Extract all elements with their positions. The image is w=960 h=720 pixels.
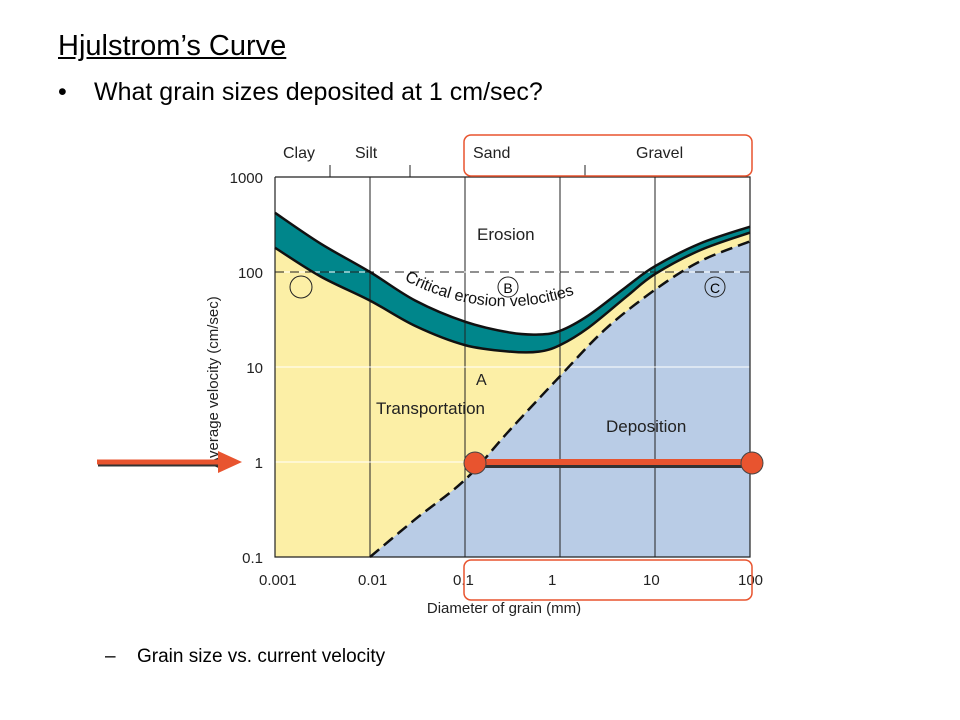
deposition-label: Deposition: [606, 417, 686, 436]
y-tick-label: 10: [246, 360, 263, 377]
grain-class-label: Gravel: [636, 145, 683, 162]
erosion-lower-curve: [274, 231, 751, 354]
x-tick-label: 10: [643, 572, 660, 589]
region-c-label: C: [710, 280, 720, 296]
range-start-dot: [463, 451, 487, 475]
critical-erosion-text: Critical erosion velocities: [402, 268, 575, 310]
deposition-curve: [369, 240, 751, 558]
region-a-label: A: [476, 372, 487, 389]
x-tick-label: 1: [548, 572, 556, 589]
region-a-circle: [289, 275, 313, 299]
bullet-question: • What grain sizes deposited at 1 cm/sec?: [58, 78, 543, 107]
x-axis-label: Diameter of grain (mm): [427, 600, 581, 617]
erosion-upper-curve: [274, 211, 751, 336]
plot-frame: [274, 176, 751, 558]
slide-title: Hjulstrom’s Curve: [58, 30, 287, 62]
sub-bullet: – Grain size vs. current velocity: [105, 646, 385, 668]
grain-class-label: Sand: [473, 145, 510, 162]
transportation-label: Transportation: [376, 399, 485, 418]
bullet-text: What grain sizes deposited at 1 cm/sec?: [94, 78, 543, 106]
region-b-label: B: [503, 280, 512, 296]
y-tick-label: 1: [255, 455, 263, 472]
x-tick-label: 0.001: [259, 572, 297, 589]
y-tick-label: 100: [238, 265, 263, 282]
sand-gravel-highlight-box: [463, 134, 753, 177]
region-b-circle: [497, 276, 519, 298]
y-tick-label: 0.1: [242, 550, 263, 567]
sub-bullet-marker: –: [105, 646, 116, 667]
bullet-marker: •: [58, 78, 67, 106]
erosion-label: Erosion: [477, 225, 535, 244]
range-end-dot: [740, 451, 764, 475]
x-tick-label: 100: [738, 572, 763, 589]
y-tick-label: 1000: [230, 170, 263, 187]
grain-class-label: Silt: [355, 145, 378, 162]
x-tick-label: 0.01: [358, 572, 387, 589]
critical-erosion-label: Critical erosion velocities: [402, 268, 575, 310]
grain-range-highlight-box: [463, 559, 753, 601]
region-c-circle: [704, 276, 726, 298]
arrow-right-icon: [218, 451, 242, 473]
y-axis-label: Average velocity (cm/sec): [205, 296, 222, 467]
grain-class-label: Clay: [283, 145, 315, 162]
sub-bullet-text: Grain size vs. current velocity: [137, 646, 386, 667]
